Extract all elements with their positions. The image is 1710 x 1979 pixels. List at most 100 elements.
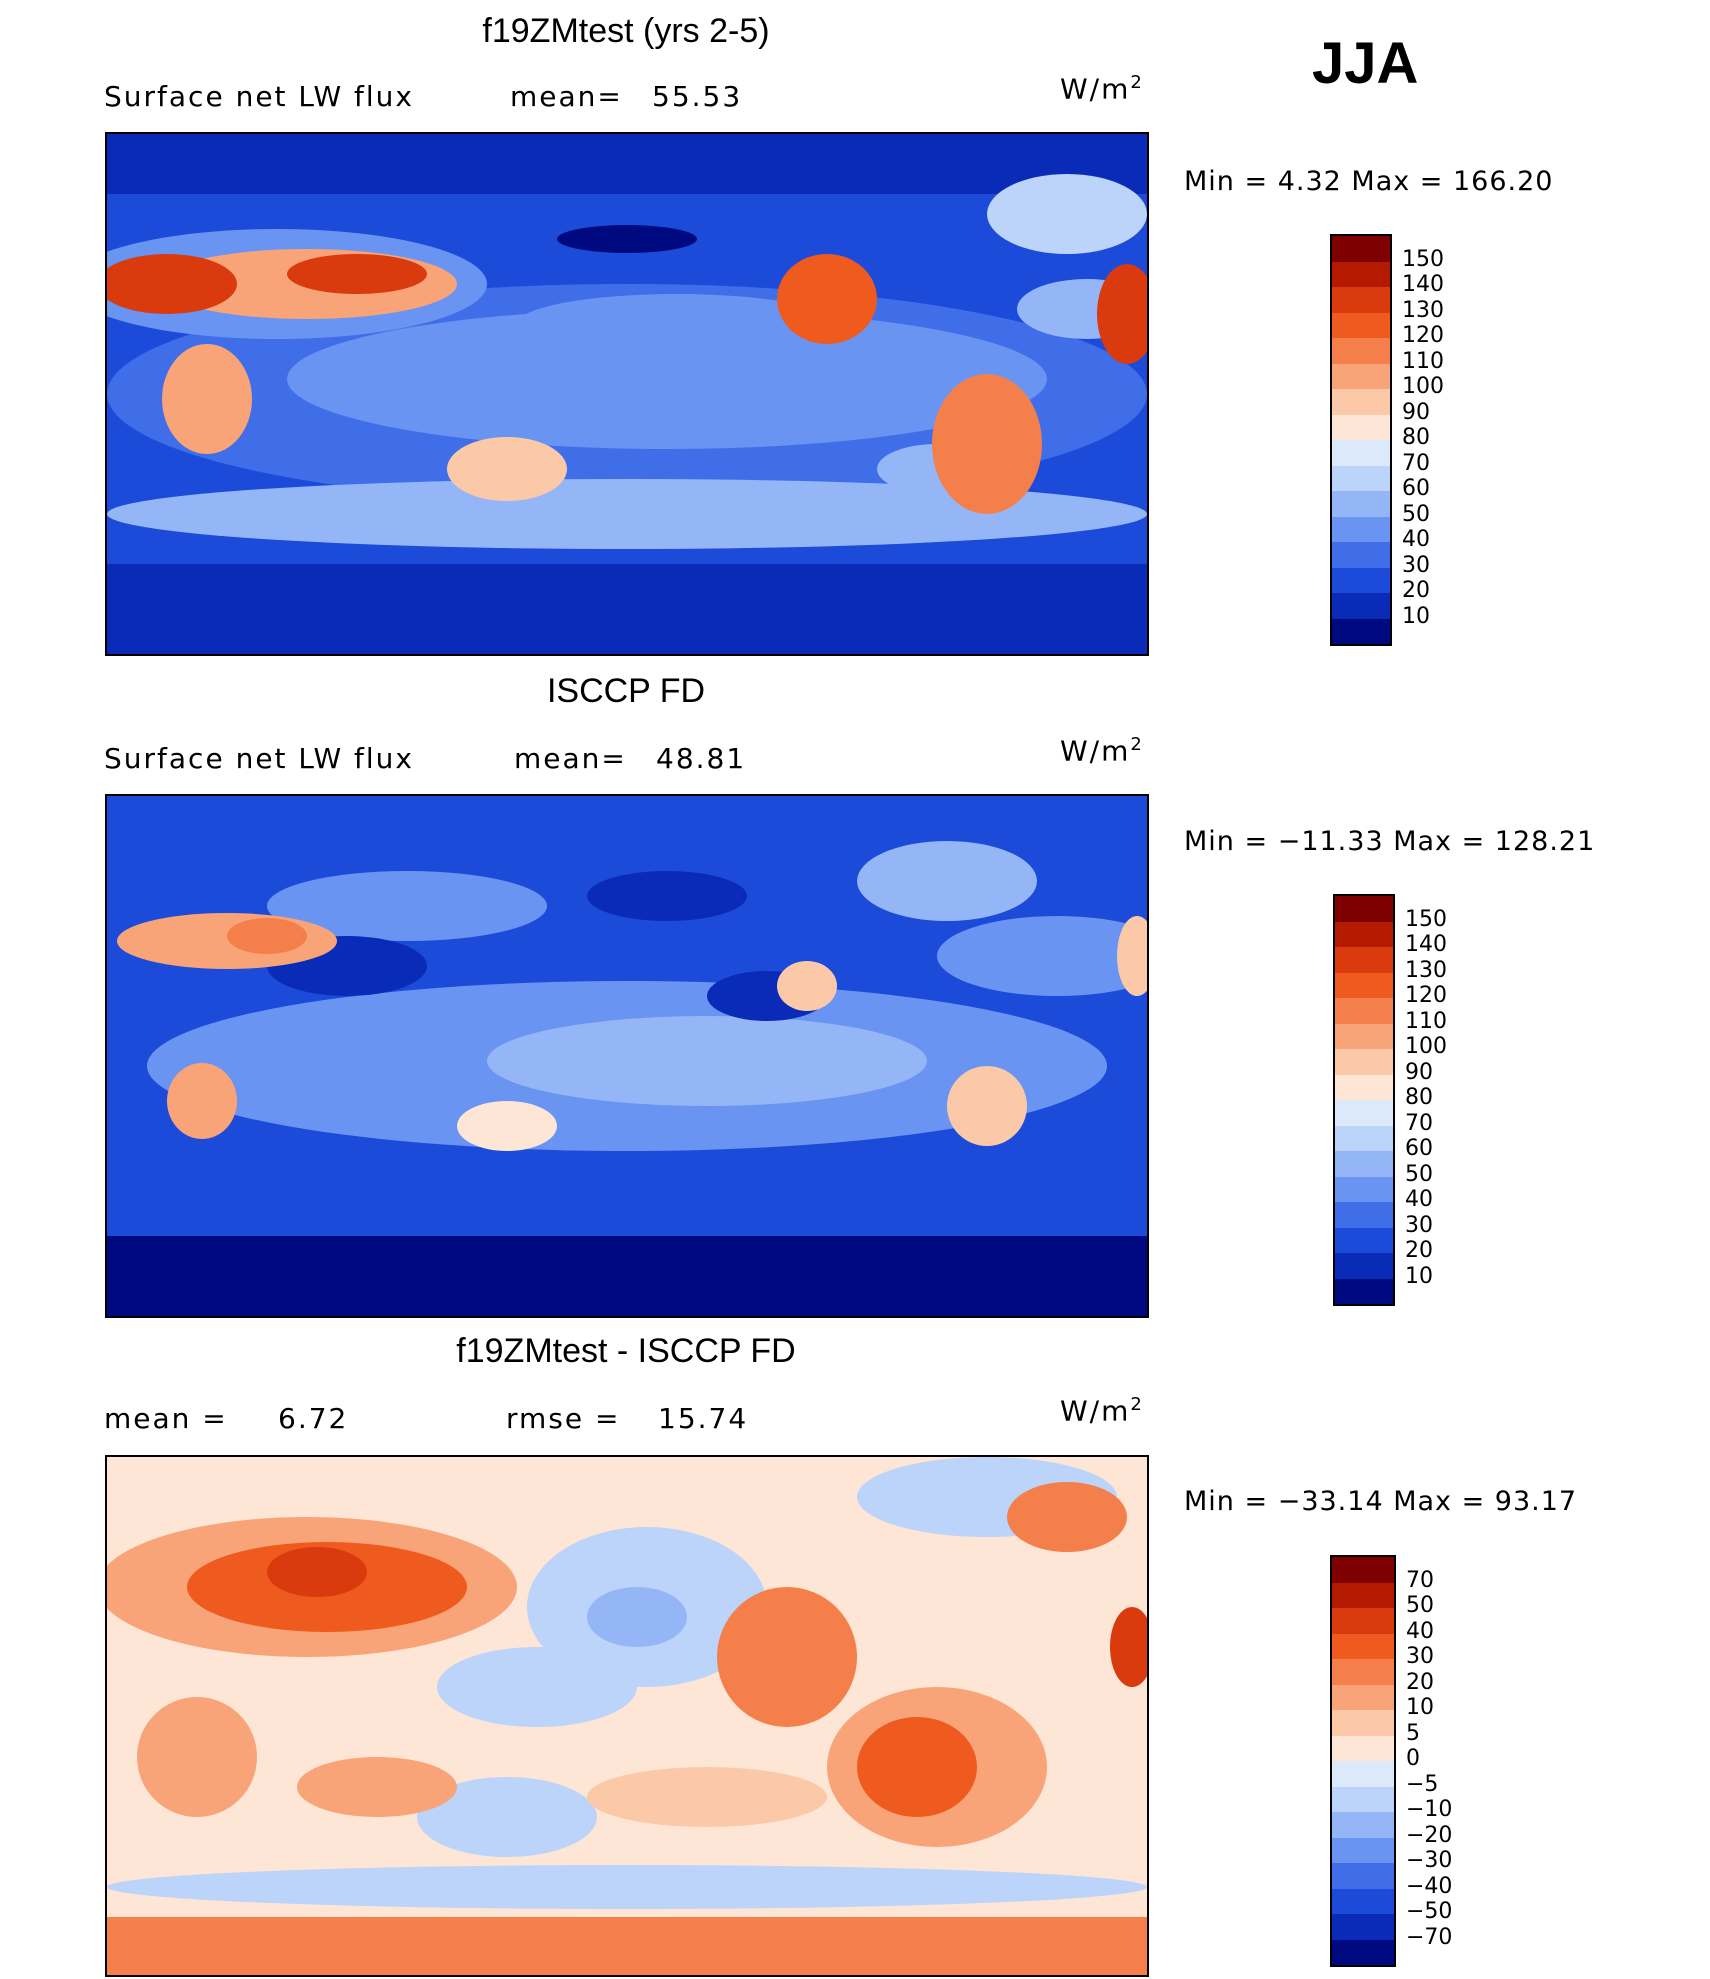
- colorbar-tick-label: 80: [1405, 1085, 1433, 1110]
- colorbar-swatch: [1332, 363, 1390, 390]
- panel-3-rmse-label: rmse =: [506, 1402, 621, 1435]
- panel-3-map: [105, 1455, 1149, 1977]
- colorbar-tick-label: 150: [1405, 906, 1447, 932]
- colorbar-tick-label: 80: [1402, 425, 1430, 450]
- colorbar-swatch: [1332, 491, 1390, 518]
- colorbar-tick-label: 50: [1406, 1593, 1434, 1618]
- panel-2-mean-label: mean=: [514, 742, 627, 775]
- colorbar-tick-label: 70: [1406, 1567, 1434, 1593]
- colorbar-swatch: [1332, 338, 1390, 365]
- panel-2-units: W/m2: [1060, 734, 1144, 768]
- colorbar-swatch: [1332, 618, 1390, 644]
- panel-2-map-field: [107, 796, 1147, 1316]
- colorbar-tick-label: 40: [1406, 1618, 1434, 1644]
- colorbar-tick-label: 130: [1405, 957, 1447, 983]
- panel-3-colorbar: [1330, 1555, 1396, 1967]
- colorbar-tick-label: 130: [1402, 297, 1444, 323]
- colorbar-tick-label: 50: [1402, 501, 1430, 527]
- colorbar-tick-label: 110: [1402, 348, 1444, 374]
- colorbar-tick-label: 90: [1402, 399, 1430, 425]
- colorbar-tick-label: 5: [1406, 1720, 1420, 1746]
- colorbar-tick-label: 120: [1405, 983, 1447, 1008]
- colorbar-tick-label: 10: [1405, 1263, 1433, 1289]
- panel-2-title: ISCCP FD: [546, 672, 706, 710]
- colorbar-tick-label: 10: [1406, 1695, 1434, 1720]
- colorbar-tick-label: −5: [1406, 1771, 1439, 1797]
- colorbar-swatch: [1335, 896, 1393, 923]
- colorbar-tick-label: 30: [1406, 1644, 1434, 1669]
- colorbar-swatch: [1332, 1761, 1394, 1788]
- colorbar-tick-label: 70: [1402, 450, 1430, 476]
- colorbar-swatch: [1332, 1710, 1394, 1737]
- colorbar-swatch: [1332, 414, 1390, 441]
- colorbar-swatch: [1332, 542, 1390, 569]
- colorbar-swatch: [1335, 1100, 1393, 1127]
- colorbar-swatch: [1335, 1202, 1393, 1229]
- colorbar-swatch: [1332, 1939, 1394, 1965]
- panel-2-colorbar: [1333, 894, 1395, 1306]
- colorbar-swatch: [1332, 1633, 1394, 1660]
- colorbar-swatch: [1335, 1074, 1393, 1101]
- colorbar-tick-label: 70: [1405, 1110, 1433, 1136]
- colorbar-swatch: [1335, 1278, 1393, 1304]
- colorbar-swatch: [1332, 1837, 1394, 1864]
- colorbar-swatch: [1332, 1684, 1394, 1711]
- colorbar-swatch: [1332, 1863, 1394, 1890]
- colorbar-swatch: [1332, 312, 1390, 339]
- colorbar-swatch: [1335, 1227, 1393, 1254]
- colorbar-tick-label: −30: [1406, 1848, 1453, 1873]
- colorbar-tick-label: 30: [1402, 552, 1430, 578]
- panel-2-minmax: Min = −11.33 Max = 128.21: [1184, 826, 1596, 857]
- panel-1-colorbar: [1330, 234, 1392, 646]
- panel-3-units: W/m2: [1060, 1394, 1144, 1428]
- panel-3-mean-label: mean =: [104, 1402, 228, 1435]
- colorbar-swatch: [1332, 440, 1390, 467]
- season-label: JJA: [1312, 31, 1419, 96]
- colorbar-tick-label: 150: [1402, 246, 1444, 272]
- colorbar-tick-label: 60: [1405, 1136, 1433, 1161]
- panel-1-map-field: [107, 134, 1147, 654]
- panel-1-units: W/m2: [1060, 72, 1144, 106]
- panel-2-map: [105, 794, 1149, 1318]
- panel-3-rmse-value: 15.74: [658, 1402, 749, 1435]
- colorbar-swatch: [1332, 261, 1390, 288]
- colorbar-tick-label: 100: [1405, 1034, 1447, 1059]
- panel-3-map-field: [107, 1457, 1147, 1975]
- colorbar-tick-label: −10: [1406, 1797, 1453, 1822]
- colorbar-swatch: [1332, 1659, 1394, 1686]
- colorbar-tick-label: −20: [1406, 1822, 1453, 1848]
- colorbar-swatch: [1335, 972, 1393, 999]
- colorbar-tick-label: 30: [1405, 1212, 1433, 1238]
- panel-1-map: [105, 132, 1149, 656]
- panel-1-minmax: Min = 4.32 Max = 166.20: [1184, 166, 1554, 197]
- colorbar-swatch: [1335, 1049, 1393, 1076]
- panel-3-mean-value: 6.72: [278, 1402, 349, 1435]
- colorbar-swatch: [1332, 1608, 1394, 1635]
- colorbar-tick-label: 20: [1402, 578, 1430, 603]
- colorbar-swatch: [1335, 1151, 1393, 1178]
- colorbar-tick-label: 60: [1402, 476, 1430, 501]
- colorbar-swatch: [1332, 287, 1390, 314]
- colorbar-swatch: [1332, 236, 1390, 263]
- colorbar-swatch: [1332, 567, 1390, 594]
- colorbar-swatch: [1332, 1582, 1394, 1609]
- colorbar-swatch: [1332, 389, 1390, 416]
- panel-1-mean-label: mean=: [510, 80, 623, 113]
- colorbar-tick-label: 90: [1405, 1059, 1433, 1085]
- colorbar-tick-label: 140: [1402, 272, 1444, 297]
- colorbar-swatch: [1332, 1914, 1394, 1941]
- colorbar-tick-label: 110: [1405, 1008, 1447, 1034]
- colorbar-tick-label: 120: [1402, 323, 1444, 348]
- colorbar-swatch: [1332, 1888, 1394, 1915]
- colorbar-swatch: [1335, 1176, 1393, 1203]
- colorbar-swatch: [1335, 921, 1393, 948]
- colorbar-swatch: [1332, 1786, 1394, 1813]
- colorbar-swatch: [1332, 1557, 1394, 1584]
- colorbar-tick-label: −70: [1406, 1924, 1453, 1950]
- colorbar-swatch: [1332, 516, 1390, 543]
- colorbar-tick-label: 20: [1406, 1669, 1434, 1695]
- panel-1-mean-value: 55.53: [652, 80, 743, 113]
- colorbar-swatch: [1332, 1812, 1394, 1839]
- colorbar-tick-label: 50: [1405, 1161, 1433, 1187]
- panel-1-variable-label: Surface net LW flux: [104, 80, 414, 113]
